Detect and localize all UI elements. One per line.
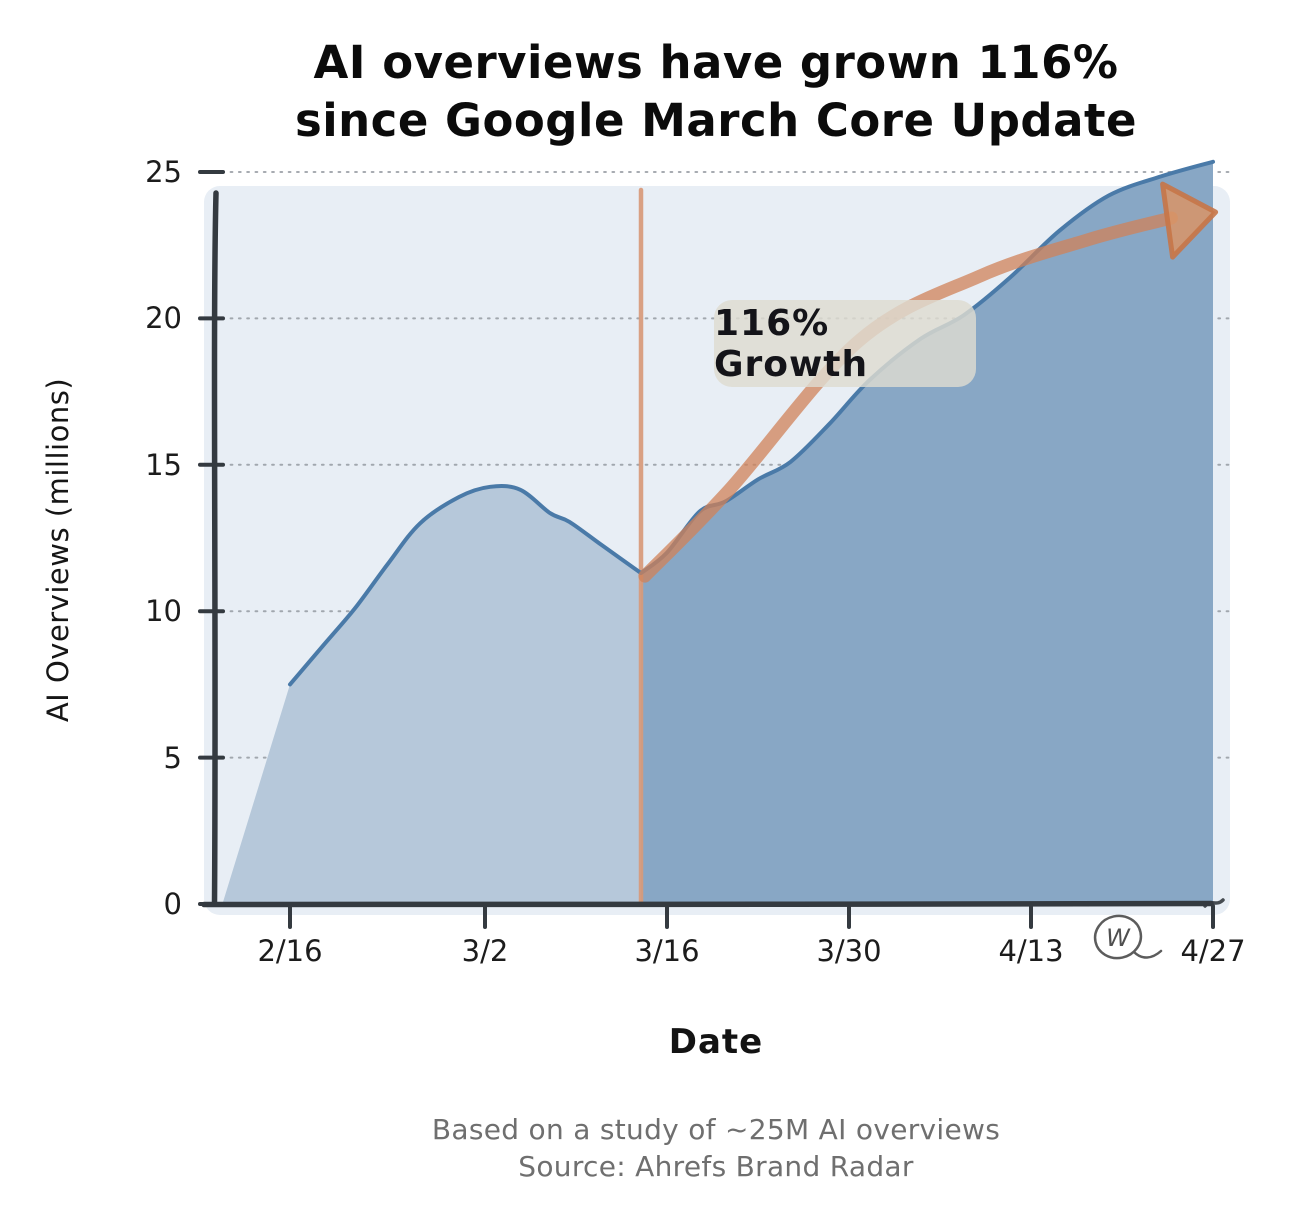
growth-arrow-head bbox=[1160, 181, 1219, 260]
y-tick-label-20: 20 bbox=[145, 301, 182, 336]
watermark-tail-icon bbox=[1132, 949, 1163, 959]
footer-note-line-2: Source: Ahrefs Brand Radar bbox=[518, 1149, 914, 1183]
x-tick-label-3/16: 3/16 bbox=[634, 934, 700, 968]
y-tick-label-5: 5 bbox=[163, 740, 182, 775]
y-tick-label-0: 0 bbox=[163, 887, 182, 921]
x-tick-label-4/13: 4/13 bbox=[998, 934, 1064, 968]
x-axis-title: Date bbox=[668, 1022, 764, 1062]
chart-title-line-2: since Google March Core Update bbox=[294, 93, 1138, 147]
area-fill-pre-update bbox=[222, 485, 641, 904]
growth-annotation-text: 116% Growth bbox=[714, 302, 869, 385]
y-tick-label-25: 25 bbox=[145, 155, 182, 189]
x-tick-label-4/27: 4/27 bbox=[1180, 934, 1246, 968]
y-axis-line bbox=[211, 190, 219, 906]
x-axis-end-flick bbox=[1203, 898, 1225, 908]
chart-title: AI overviews have grown 116% since Googl… bbox=[140, 34, 1292, 149]
x-tick-label-2/16: 2/16 bbox=[257, 934, 323, 968]
area-fill-post-update bbox=[641, 161, 1213, 905]
y-tick-label-10: 10 bbox=[145, 594, 182, 629]
chart-title-line-1: AI overviews have grown 116% bbox=[313, 36, 1119, 89]
y-tick-label-15: 15 bbox=[145, 447, 182, 482]
growth-annotation-box: 116% Growth bbox=[714, 300, 976, 387]
footer-note-line-1: Based on a study of ~25M AI overviews bbox=[431, 1113, 1001, 1146]
x-tick-label-3/2: 3/2 bbox=[461, 934, 509, 968]
x-tick-label-3/30: 3/30 bbox=[816, 934, 882, 968]
x-axis-line bbox=[201, 900, 1214, 908]
y-axis-title: AI Overviews (millions) bbox=[41, 377, 75, 723]
footer-note: Based on a study of ~25M AI overviews So… bbox=[140, 1112, 1292, 1186]
watermark-letter: W bbox=[1106, 924, 1131, 952]
watermark-circle-icon bbox=[1093, 914, 1143, 960]
